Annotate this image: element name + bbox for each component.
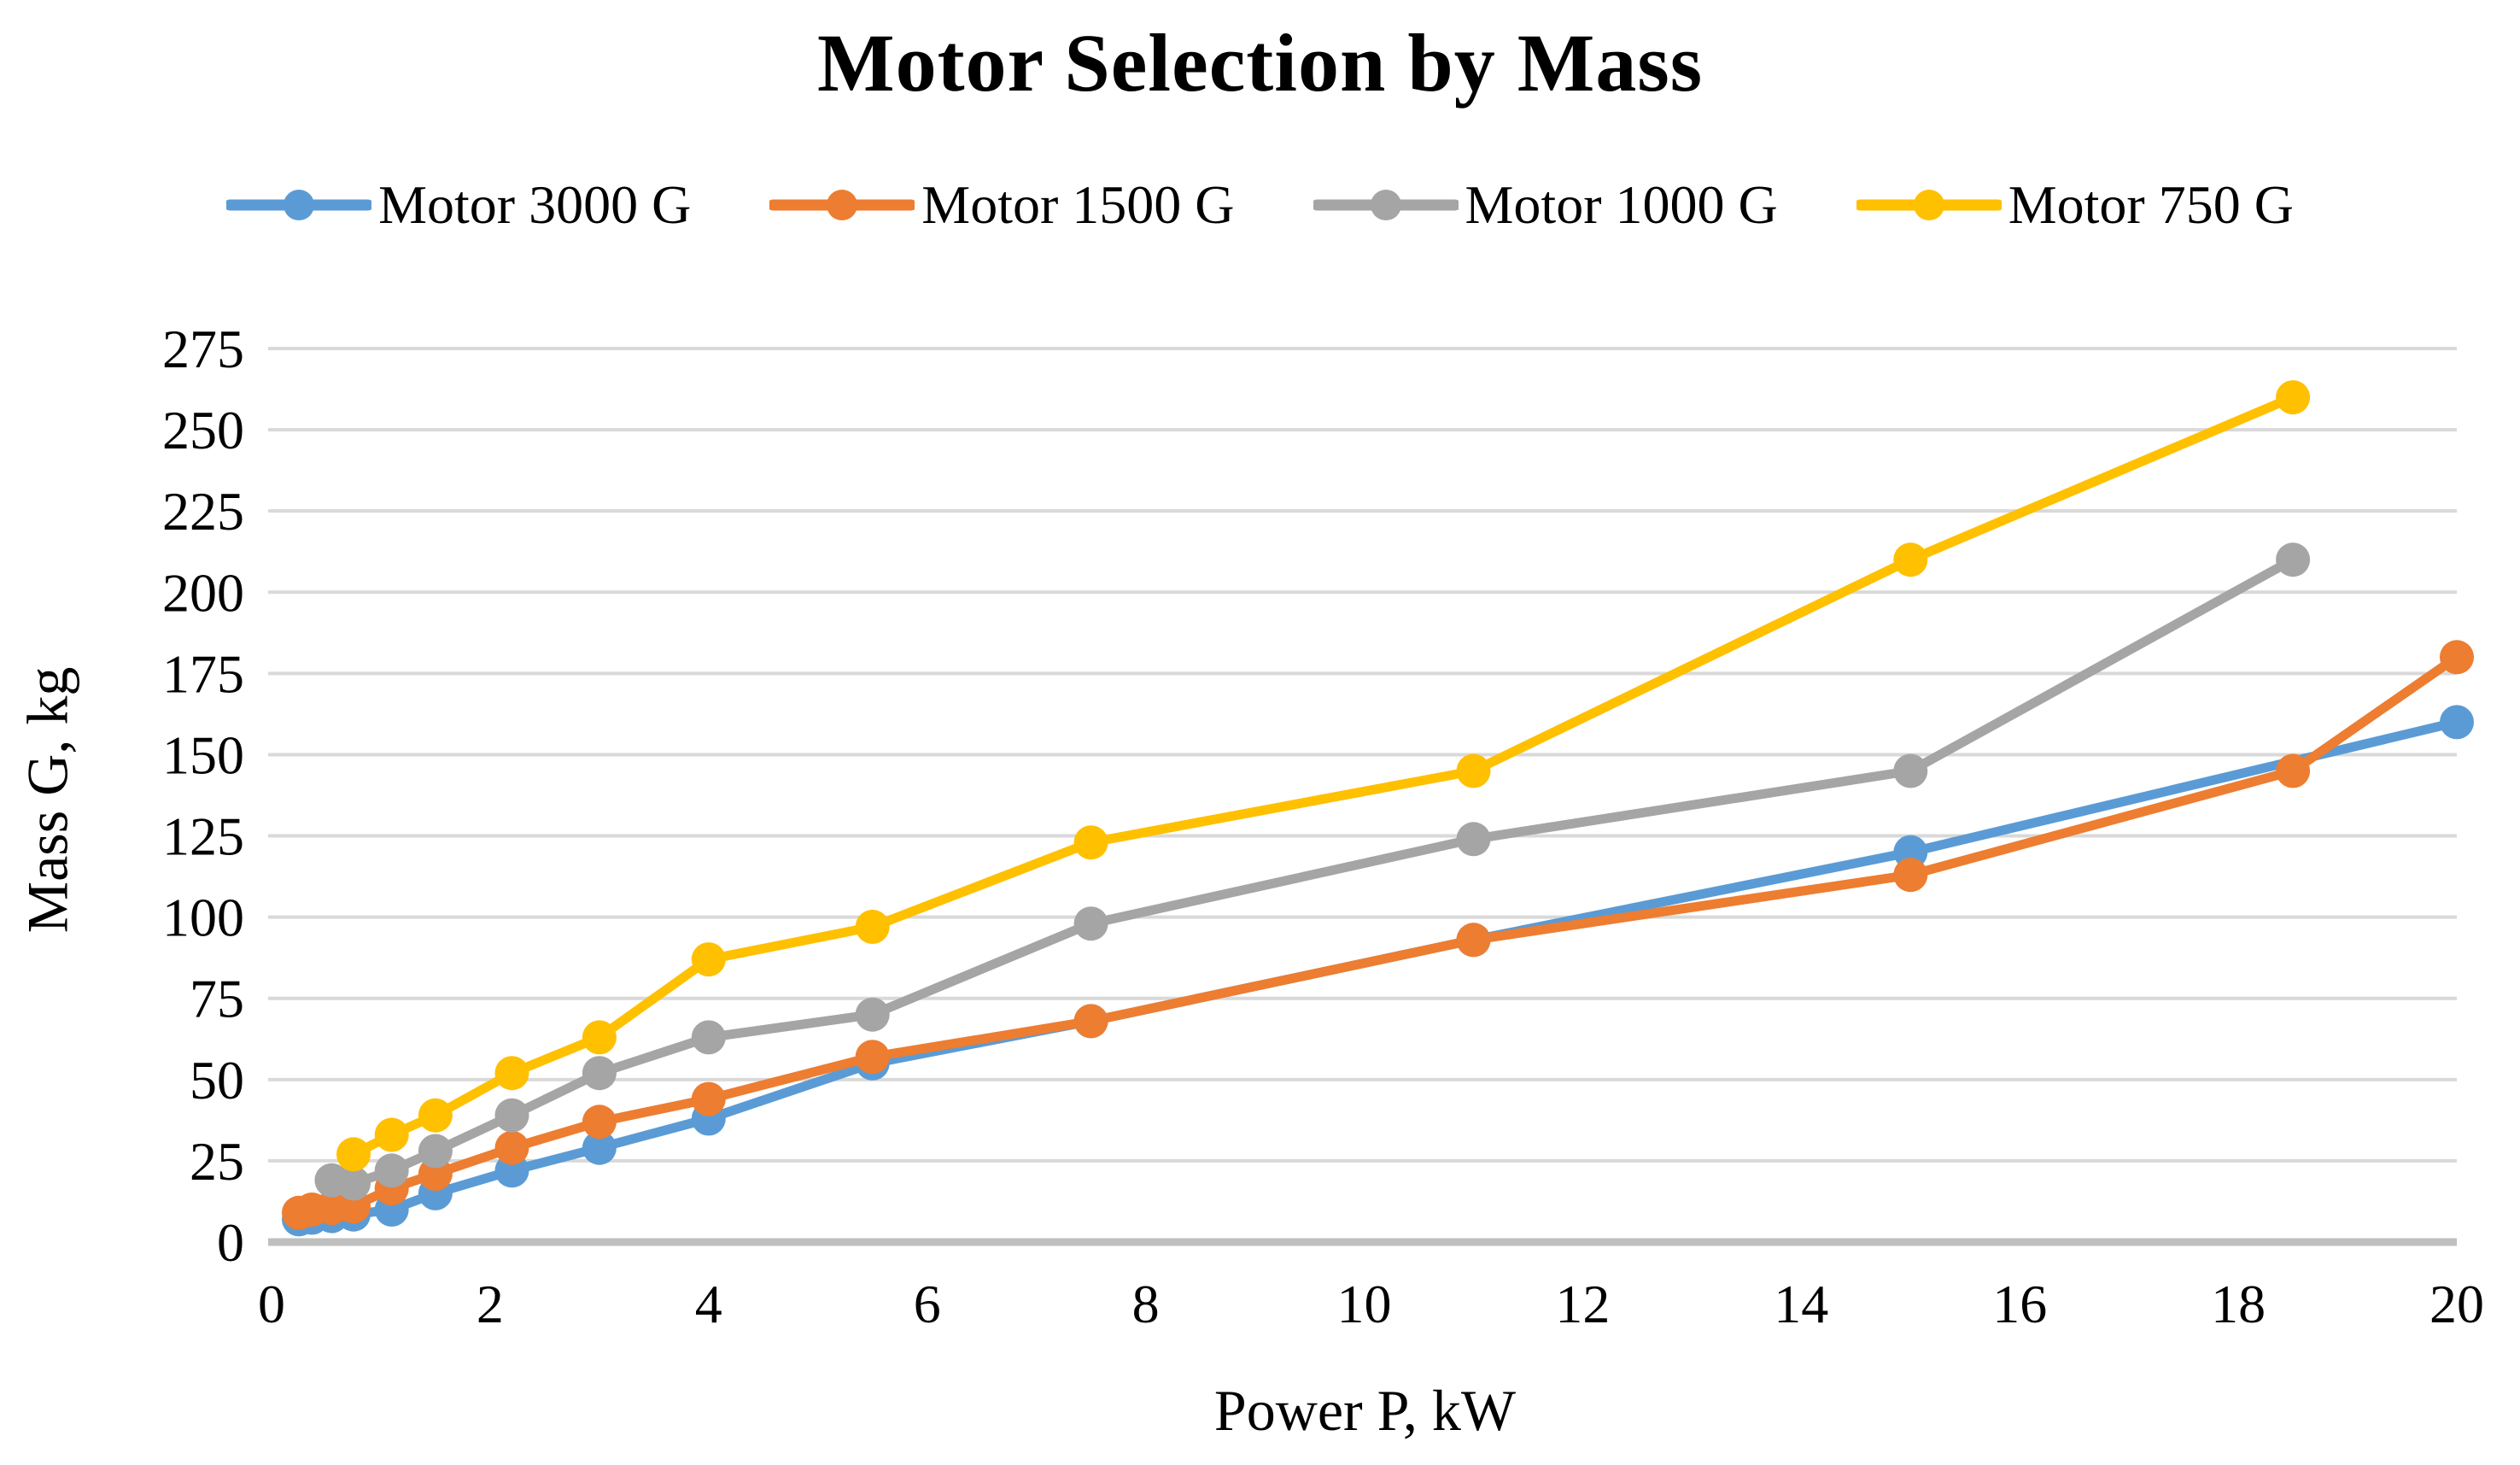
y-tick-label: 50	[190, 1050, 244, 1110]
data-point-marker	[582, 1130, 617, 1165]
data-point-marker	[855, 1040, 890, 1075]
data-point-marker	[1073, 825, 1108, 860]
x-axis-title: Power P, kW	[1213, 1378, 1517, 1443]
x-tick-label: 20	[2429, 1274, 2484, 1334]
y-tick-label: 150	[162, 724, 244, 785]
data-point-marker	[418, 1098, 453, 1133]
data-point-marker	[582, 1056, 617, 1091]
chart-title: Motor Selection by Mass	[816, 17, 1704, 108]
data-point-marker	[1073, 1004, 1108, 1039]
x-tick-label: 10	[1337, 1274, 1392, 1334]
data-point-marker	[855, 910, 890, 944]
x-tick-label: 6	[914, 1274, 941, 1334]
series-line	[294, 652, 2462, 1218]
legend-marker-icon	[284, 190, 315, 220]
legend-item: Motor 3000 G	[226, 171, 691, 239]
data-point-marker	[2276, 542, 2311, 577]
data-point-marker	[1456, 822, 1491, 857]
series-line	[326, 554, 2298, 1188]
x-tick-label: 2	[477, 1274, 504, 1334]
data-point-marker	[494, 1098, 529, 1133]
legend-line-marker-icon	[769, 190, 915, 220]
data-point-marker	[1893, 858, 1928, 893]
data-point-marker	[1893, 542, 1928, 577]
legend-item: Motor 750 G	[1856, 171, 2294, 239]
legend-line-marker-icon	[1856, 190, 2002, 220]
y-tick-label: 225	[162, 481, 244, 542]
x-tick-label: 12	[1555, 1274, 1610, 1334]
series-line	[294, 717, 2462, 1224]
x-tick-label: 0	[258, 1274, 285, 1334]
legend-line-marker-icon	[1313, 190, 1459, 220]
data-point-marker	[691, 1081, 726, 1116]
data-point-marker	[2440, 640, 2474, 675]
y-tick-label: 250	[162, 400, 244, 460]
legend-item-label: Motor 750 G	[2008, 174, 2294, 235]
legend-item-label: Motor 1000 G	[1465, 174, 1778, 235]
x-tick-label: 18	[2211, 1274, 2266, 1334]
data-point-marker	[2440, 705, 2474, 740]
x-tick-label: 14	[1774, 1274, 1828, 1334]
data-point-marker	[582, 1020, 617, 1055]
data-point-marker	[691, 942, 726, 977]
x-tick-label: 4	[695, 1274, 722, 1334]
data-point-marker	[1073, 906, 1108, 941]
legend-item-label: Motor 1500 G	[921, 174, 1235, 235]
data-point-marker	[1456, 923, 1491, 958]
legend: Motor 3000 G Motor 1500 G Motor 1000 G Moto…	[0, 171, 2520, 239]
y-axis-title: Mass G, kg	[15, 666, 80, 934]
x-tick-label: 16	[1992, 1274, 2047, 1334]
legend-marker-icon	[1370, 190, 1401, 220]
data-point-marker	[374, 1117, 409, 1152]
legend-item: Motor 1500 G	[769, 171, 1235, 239]
data-point-marker	[336, 1166, 371, 1201]
legend-marker-icon	[827, 190, 858, 220]
legend-item-label: Motor 3000 G	[378, 174, 692, 235]
data-point-marker	[2276, 753, 2311, 788]
data-point-marker	[1456, 753, 1491, 788]
y-tick-label: 75	[190, 969, 244, 1029]
data-point-marker	[494, 1056, 529, 1091]
legend-marker-icon	[1913, 190, 1944, 220]
y-tick-label: 0	[217, 1212, 244, 1273]
y-tick-label: 100	[162, 888, 244, 948]
y-tick-label: 125	[162, 806, 244, 867]
data-point-marker	[418, 1134, 453, 1169]
legend-item: Motor 1000 G	[1313, 171, 1778, 239]
data-point-marker	[374, 1153, 409, 1188]
data-point-marker	[336, 1137, 371, 1172]
data-point-marker	[1893, 753, 1928, 788]
data-point-marker	[855, 997, 890, 1032]
y-tick-label: 200	[162, 562, 244, 623]
y-tick-label: 25	[190, 1131, 244, 1192]
x-tick-label: 8	[1132, 1274, 1160, 1334]
data-point-marker	[2276, 380, 2311, 415]
data-point-marker	[582, 1105, 617, 1140]
data-point-marker	[494, 1130, 529, 1165]
y-tick-label: 175	[162, 643, 244, 704]
legend-line-marker-icon	[226, 190, 372, 220]
data-point-marker	[691, 1020, 726, 1055]
y-tick-label: 275	[162, 319, 244, 379]
